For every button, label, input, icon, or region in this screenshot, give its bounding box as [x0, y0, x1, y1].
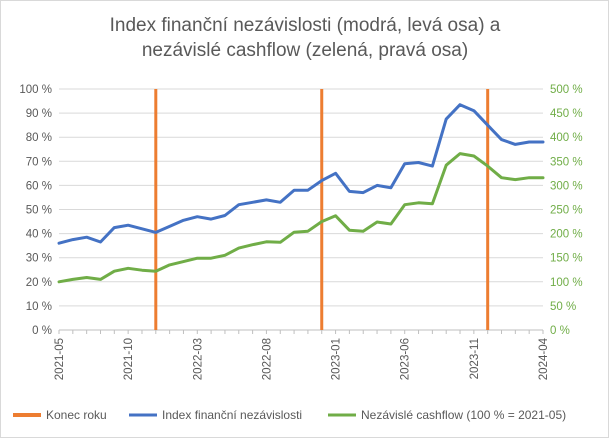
right-axis-tick-label: 150 % — [550, 253, 583, 265]
left-axis-tick-label: 0 % — [32, 325, 52, 337]
chart-title-line-1: Index finanční nezávislosti (modrá, levá… — [110, 15, 501, 36]
x-axis-tick-label: 2021-05 — [54, 338, 66, 380]
right-axis-tick-label: 350 % — [550, 156, 583, 168]
left-axis-tick-label: 80 % — [26, 132, 52, 144]
series-line-cashflow — [57, 152, 545, 284]
x-axis-tick-label: 2023-01 — [331, 338, 343, 380]
x-axis-tick-label: 2021-10 — [123, 338, 135, 380]
right-axis-tick-label: 400 % — [550, 132, 583, 144]
legend-label-cashflow: Nezávislé cashflow (100 % = 2021-05) — [361, 408, 566, 422]
left-axis-tick-label: 20 % — [26, 277, 52, 289]
left-axis-tick-label: 40 % — [26, 229, 52, 241]
right-axis-tick-label: 100 % — [550, 277, 583, 289]
x-axis-tick-label: 2022-03 — [192, 338, 204, 380]
right-axis-tick-label: 450 % — [550, 108, 583, 120]
grid-layer — [59, 88, 543, 331]
right-axis-tick-label: 50 % — [550, 301, 576, 313]
left-axis-tick-label: 90 % — [26, 108, 52, 120]
legend: Konec roku Index finanční nezávislosti N… — [13, 408, 566, 422]
legend-label-year-end: Konec roku — [46, 408, 107, 422]
left-axis-tick-label: 50 % — [26, 205, 52, 217]
right-axis-tick-label: 250 % — [550, 205, 583, 217]
left-axis-tick-label: 60 % — [26, 180, 52, 192]
left-axis-tick-label: 100 % — [19, 84, 52, 96]
right-axis-tick-label: 0 % — [550, 325, 570, 337]
x-axis-tick-label: 2023-06 — [400, 338, 412, 380]
legend-label-index: Index finanční nezávislosti — [162, 408, 302, 422]
series-line-index — [57, 103, 545, 245]
chart-title-line-2: nezávislé cashflow (zelená, pravá osa) — [142, 40, 468, 61]
x-axis-tick-label: 2022-08 — [261, 338, 273, 380]
left-axis-tick-label: 30 % — [26, 253, 52, 265]
left-axis-tick-label: 10 % — [26, 301, 52, 313]
right-axis-tick-label: 200 % — [550, 229, 583, 241]
x-axis-tick-label: 2024-04 — [538, 337, 550, 380]
right-axis-tick-label: 300 % — [550, 180, 583, 192]
right-axis-tick-label: 500 % — [550, 84, 583, 96]
series-layer — [57, 103, 545, 284]
left-axis-tick-label: 70 % — [26, 156, 52, 168]
year-end-markers — [154, 89, 490, 330]
x-axis-tick-label: 2023-11 — [469, 338, 481, 379]
axis-layer: 0 % 10 % 20 % 30 % 40 % 50 % 60 % 70 % 80 % 90 % 1… — [19, 84, 582, 380]
